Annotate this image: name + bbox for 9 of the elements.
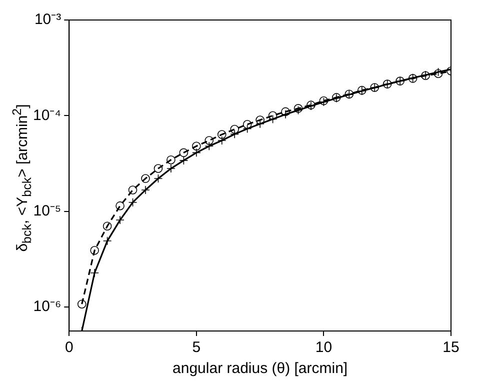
y-tick-label: 10⁻⁴ bbox=[32, 106, 62, 124]
x-axis-title: angular radius (θ) [arcmin] bbox=[172, 360, 348, 378]
x-tick-label: 5 bbox=[192, 339, 201, 356]
x-tick-label: 10 bbox=[315, 339, 332, 356]
y-tick-label: 10⁻⁵ bbox=[33, 202, 62, 220]
x-tick-label: 0 bbox=[64, 339, 74, 356]
y-tick-label: 10⁻³ bbox=[34, 11, 62, 28]
y-tick-label: 10⁻⁶ bbox=[33, 298, 62, 316]
x-tick-label: 15 bbox=[442, 339, 460, 356]
